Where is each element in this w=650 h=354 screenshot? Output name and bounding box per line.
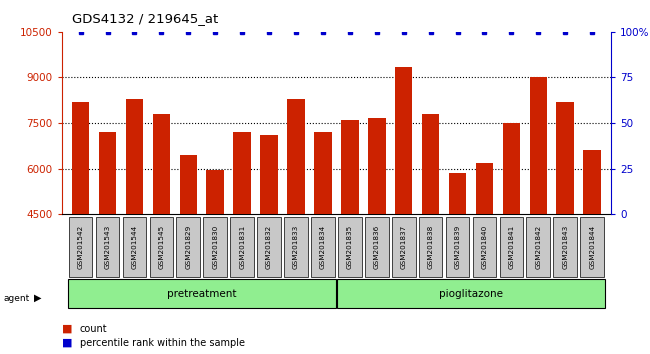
Text: GSM201843: GSM201843 [562,225,568,269]
Text: GDS4132 / 219645_at: GDS4132 / 219645_at [72,12,218,25]
Text: GSM201841: GSM201841 [508,225,514,269]
Text: count: count [80,324,108,333]
Bar [422,114,439,214]
Bar [448,173,466,214]
FancyBboxPatch shape [337,280,605,308]
FancyBboxPatch shape [150,217,173,277]
FancyBboxPatch shape [446,217,469,277]
Text: GSM201832: GSM201832 [266,225,272,269]
Text: GSM201831: GSM201831 [239,225,245,269]
Bar [556,102,574,214]
FancyBboxPatch shape [176,217,200,277]
FancyBboxPatch shape [473,217,497,277]
Bar [341,120,359,214]
Text: GSM201833: GSM201833 [293,225,299,269]
Text: agent: agent [3,293,29,303]
Bar [530,78,547,214]
Text: GSM201838: GSM201838 [428,225,434,269]
Bar [207,170,224,214]
Bar [260,135,278,214]
FancyBboxPatch shape [338,217,361,277]
Text: GSM201840: GSM201840 [482,225,488,269]
Text: ■: ■ [62,324,72,333]
Bar [153,114,170,214]
Bar [368,119,385,214]
Text: GSM201842: GSM201842 [536,225,541,269]
Bar [502,123,520,214]
FancyBboxPatch shape [365,217,389,277]
Bar [233,132,251,214]
Text: GSM201830: GSM201830 [212,225,218,269]
Text: GSM201542: GSM201542 [77,225,84,269]
FancyBboxPatch shape [311,217,335,277]
Text: pioglitazone: pioglitazone [439,289,503,299]
Text: GSM201839: GSM201839 [454,225,461,269]
Bar [179,155,197,214]
Text: GSM201835: GSM201835 [347,225,353,269]
Text: ▶: ▶ [34,293,42,303]
FancyBboxPatch shape [580,217,604,277]
Text: percentile rank within the sample: percentile rank within the sample [80,338,245,348]
FancyBboxPatch shape [69,217,92,277]
FancyBboxPatch shape [203,217,227,277]
Text: GSM201544: GSM201544 [131,225,137,269]
FancyBboxPatch shape [123,217,146,277]
Bar [476,162,493,214]
Text: GSM201844: GSM201844 [589,225,595,269]
Text: GSM201543: GSM201543 [105,225,111,269]
FancyBboxPatch shape [230,217,254,277]
FancyBboxPatch shape [500,217,523,277]
Bar [584,150,601,214]
FancyBboxPatch shape [284,217,308,277]
Text: GSM201829: GSM201829 [185,225,191,269]
FancyBboxPatch shape [96,217,120,277]
Bar [395,67,413,214]
FancyBboxPatch shape [553,217,577,277]
Bar [99,132,116,214]
FancyBboxPatch shape [68,280,336,308]
FancyBboxPatch shape [526,217,550,277]
Bar [287,99,305,214]
Text: GSM201545: GSM201545 [159,225,164,269]
Text: GSM201837: GSM201837 [400,225,407,269]
FancyBboxPatch shape [392,217,415,277]
Text: ■: ■ [62,338,72,348]
Bar [125,99,143,214]
Text: GSM201834: GSM201834 [320,225,326,269]
FancyBboxPatch shape [257,217,281,277]
Bar [72,102,89,214]
FancyBboxPatch shape [419,217,443,277]
Text: pretreatment: pretreatment [167,289,237,299]
Bar [314,132,332,214]
Text: GSM201836: GSM201836 [374,225,380,269]
